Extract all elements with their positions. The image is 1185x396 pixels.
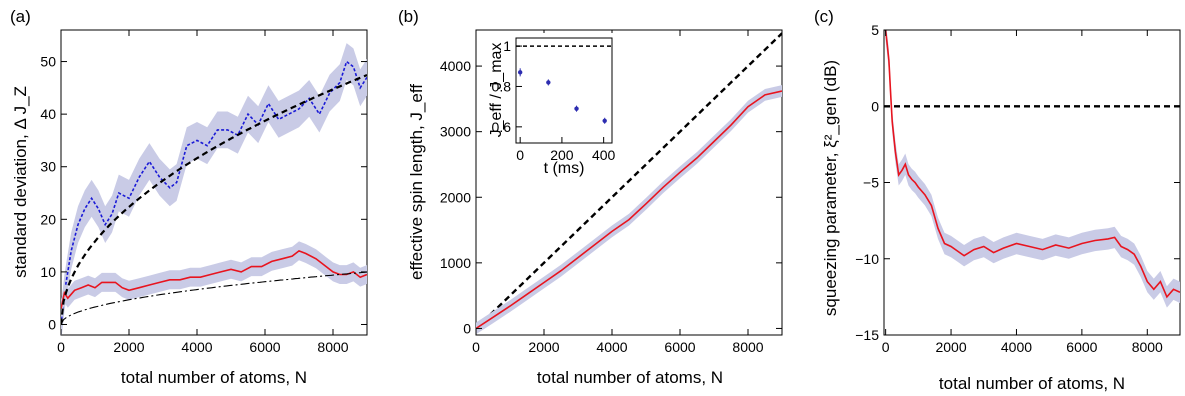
panel-c-y-axis-label: squeezing parameter, ξ²_gen (dB) xyxy=(821,60,840,316)
x-tick-label: 2000 xyxy=(528,339,559,355)
inset-data-point xyxy=(517,70,523,75)
y-tick-label: −10 xyxy=(855,251,879,267)
x-tick-label: 4000 xyxy=(1001,339,1032,355)
panel-a-plot-area xyxy=(61,43,367,335)
reference-line xyxy=(476,32,782,330)
x-tick-label: 0 xyxy=(882,339,890,355)
y-tick-label: 1 xyxy=(503,38,511,54)
x-tick-label: 6000 xyxy=(664,339,695,355)
panel-c-plot-area xyxy=(884,30,1180,308)
y-tick-label: 30 xyxy=(40,159,56,175)
panel-a-ticks: 0 2000 4000 6000 8000 0 10 20 30 40 50 xyxy=(40,30,367,355)
y-tick-label: −5 xyxy=(863,175,879,191)
y-tick-label: 0 xyxy=(463,320,471,336)
y-tick-label: 5 xyxy=(871,22,879,38)
x-tick-label: 6000 xyxy=(249,339,280,355)
x-tick-label: 0 xyxy=(57,339,65,355)
error-band xyxy=(476,85,782,335)
panel-a-y-axis-label: standard deviation, Δ J_Z xyxy=(11,86,30,278)
data-line xyxy=(884,30,1180,299)
y-tick-label: 2000 xyxy=(440,189,471,205)
y-tick-label: 0.6 xyxy=(492,119,512,135)
x-tick-label: 200 xyxy=(550,147,574,163)
error-band xyxy=(61,43,367,335)
inset-background xyxy=(488,33,616,171)
y-tick-label: 40 xyxy=(40,106,56,122)
inset-x-axis-label: t (ms) xyxy=(544,160,585,177)
inset-data-point xyxy=(574,106,579,111)
inset-data-point xyxy=(602,118,607,123)
x-tick-label: 4000 xyxy=(181,339,212,355)
panel-b-plot-area xyxy=(476,32,782,335)
model-curve xyxy=(61,73,367,325)
data-line xyxy=(476,90,782,330)
x-tick-label: 4000 xyxy=(596,339,627,355)
panel-b-frame xyxy=(475,29,783,336)
panel-b-y-axis-label: effective spin length, J_eff xyxy=(407,84,426,280)
panel-c: (c) 0 2000 4000 6000 8000 −15 −10 −5 0 5 total nu… xyxy=(814,7,1181,393)
x-tick-label: 8000 xyxy=(1132,339,1163,355)
panel-a-label: (a) xyxy=(10,7,31,26)
y-tick-label: 10 xyxy=(40,264,56,280)
y-tick-label: 3000 xyxy=(440,124,471,140)
panel-a-frame xyxy=(60,29,368,336)
x-tick-label: 8000 xyxy=(317,339,348,355)
y-tick-label: 4000 xyxy=(440,58,471,74)
y-tick-label: 50 xyxy=(40,54,56,70)
inset-frame xyxy=(515,37,613,144)
x-tick-label: 6000 xyxy=(1066,339,1097,355)
inset-ticks: 0 200 400 0.6 0.8 1 xyxy=(492,38,616,163)
panel-c-label: (c) xyxy=(814,7,834,26)
x-tick-label: 8000 xyxy=(732,339,763,355)
panel-a-x-axis-label: total number of atoms, N xyxy=(121,368,307,387)
x-tick-label: 2000 xyxy=(113,339,144,355)
y-tick-label: −15 xyxy=(855,327,879,343)
error-band xyxy=(885,30,1180,308)
y-tick-label: 20 xyxy=(40,211,56,227)
error-band xyxy=(61,241,367,319)
inset-plot-area xyxy=(516,45,612,124)
panel-a: (a) 0 2000 4000 6000 8000 0 10 20 30 40 50 total n… xyxy=(10,7,368,387)
data-line xyxy=(61,249,367,309)
model-curve xyxy=(61,271,367,325)
panel-c-frame xyxy=(883,29,1181,336)
x-tick-label: 0 xyxy=(516,147,524,163)
y-tick-label: 0.8 xyxy=(492,78,512,94)
y-tick-label: 1000 xyxy=(440,255,471,271)
panel-b-label: (b) xyxy=(398,7,419,26)
panel-b-x-axis-label: total number of atoms, N xyxy=(537,368,723,387)
x-tick-label: 2000 xyxy=(935,339,966,355)
panel-c-x-axis-label: total number of atoms, N xyxy=(939,374,1125,393)
x-tick-label: 400 xyxy=(592,147,616,163)
inset-y-axis-label: J_eff / J_max xyxy=(488,43,505,138)
panel-c-ticks: 0 2000 4000 6000 8000 −15 −10 −5 0 5 xyxy=(855,22,1180,355)
y-tick-label: 0 xyxy=(871,98,879,114)
inset-data-point xyxy=(546,80,551,85)
y-tick-label: 0 xyxy=(48,316,56,332)
data-line xyxy=(61,60,367,325)
x-tick-label: 0 xyxy=(472,339,480,355)
